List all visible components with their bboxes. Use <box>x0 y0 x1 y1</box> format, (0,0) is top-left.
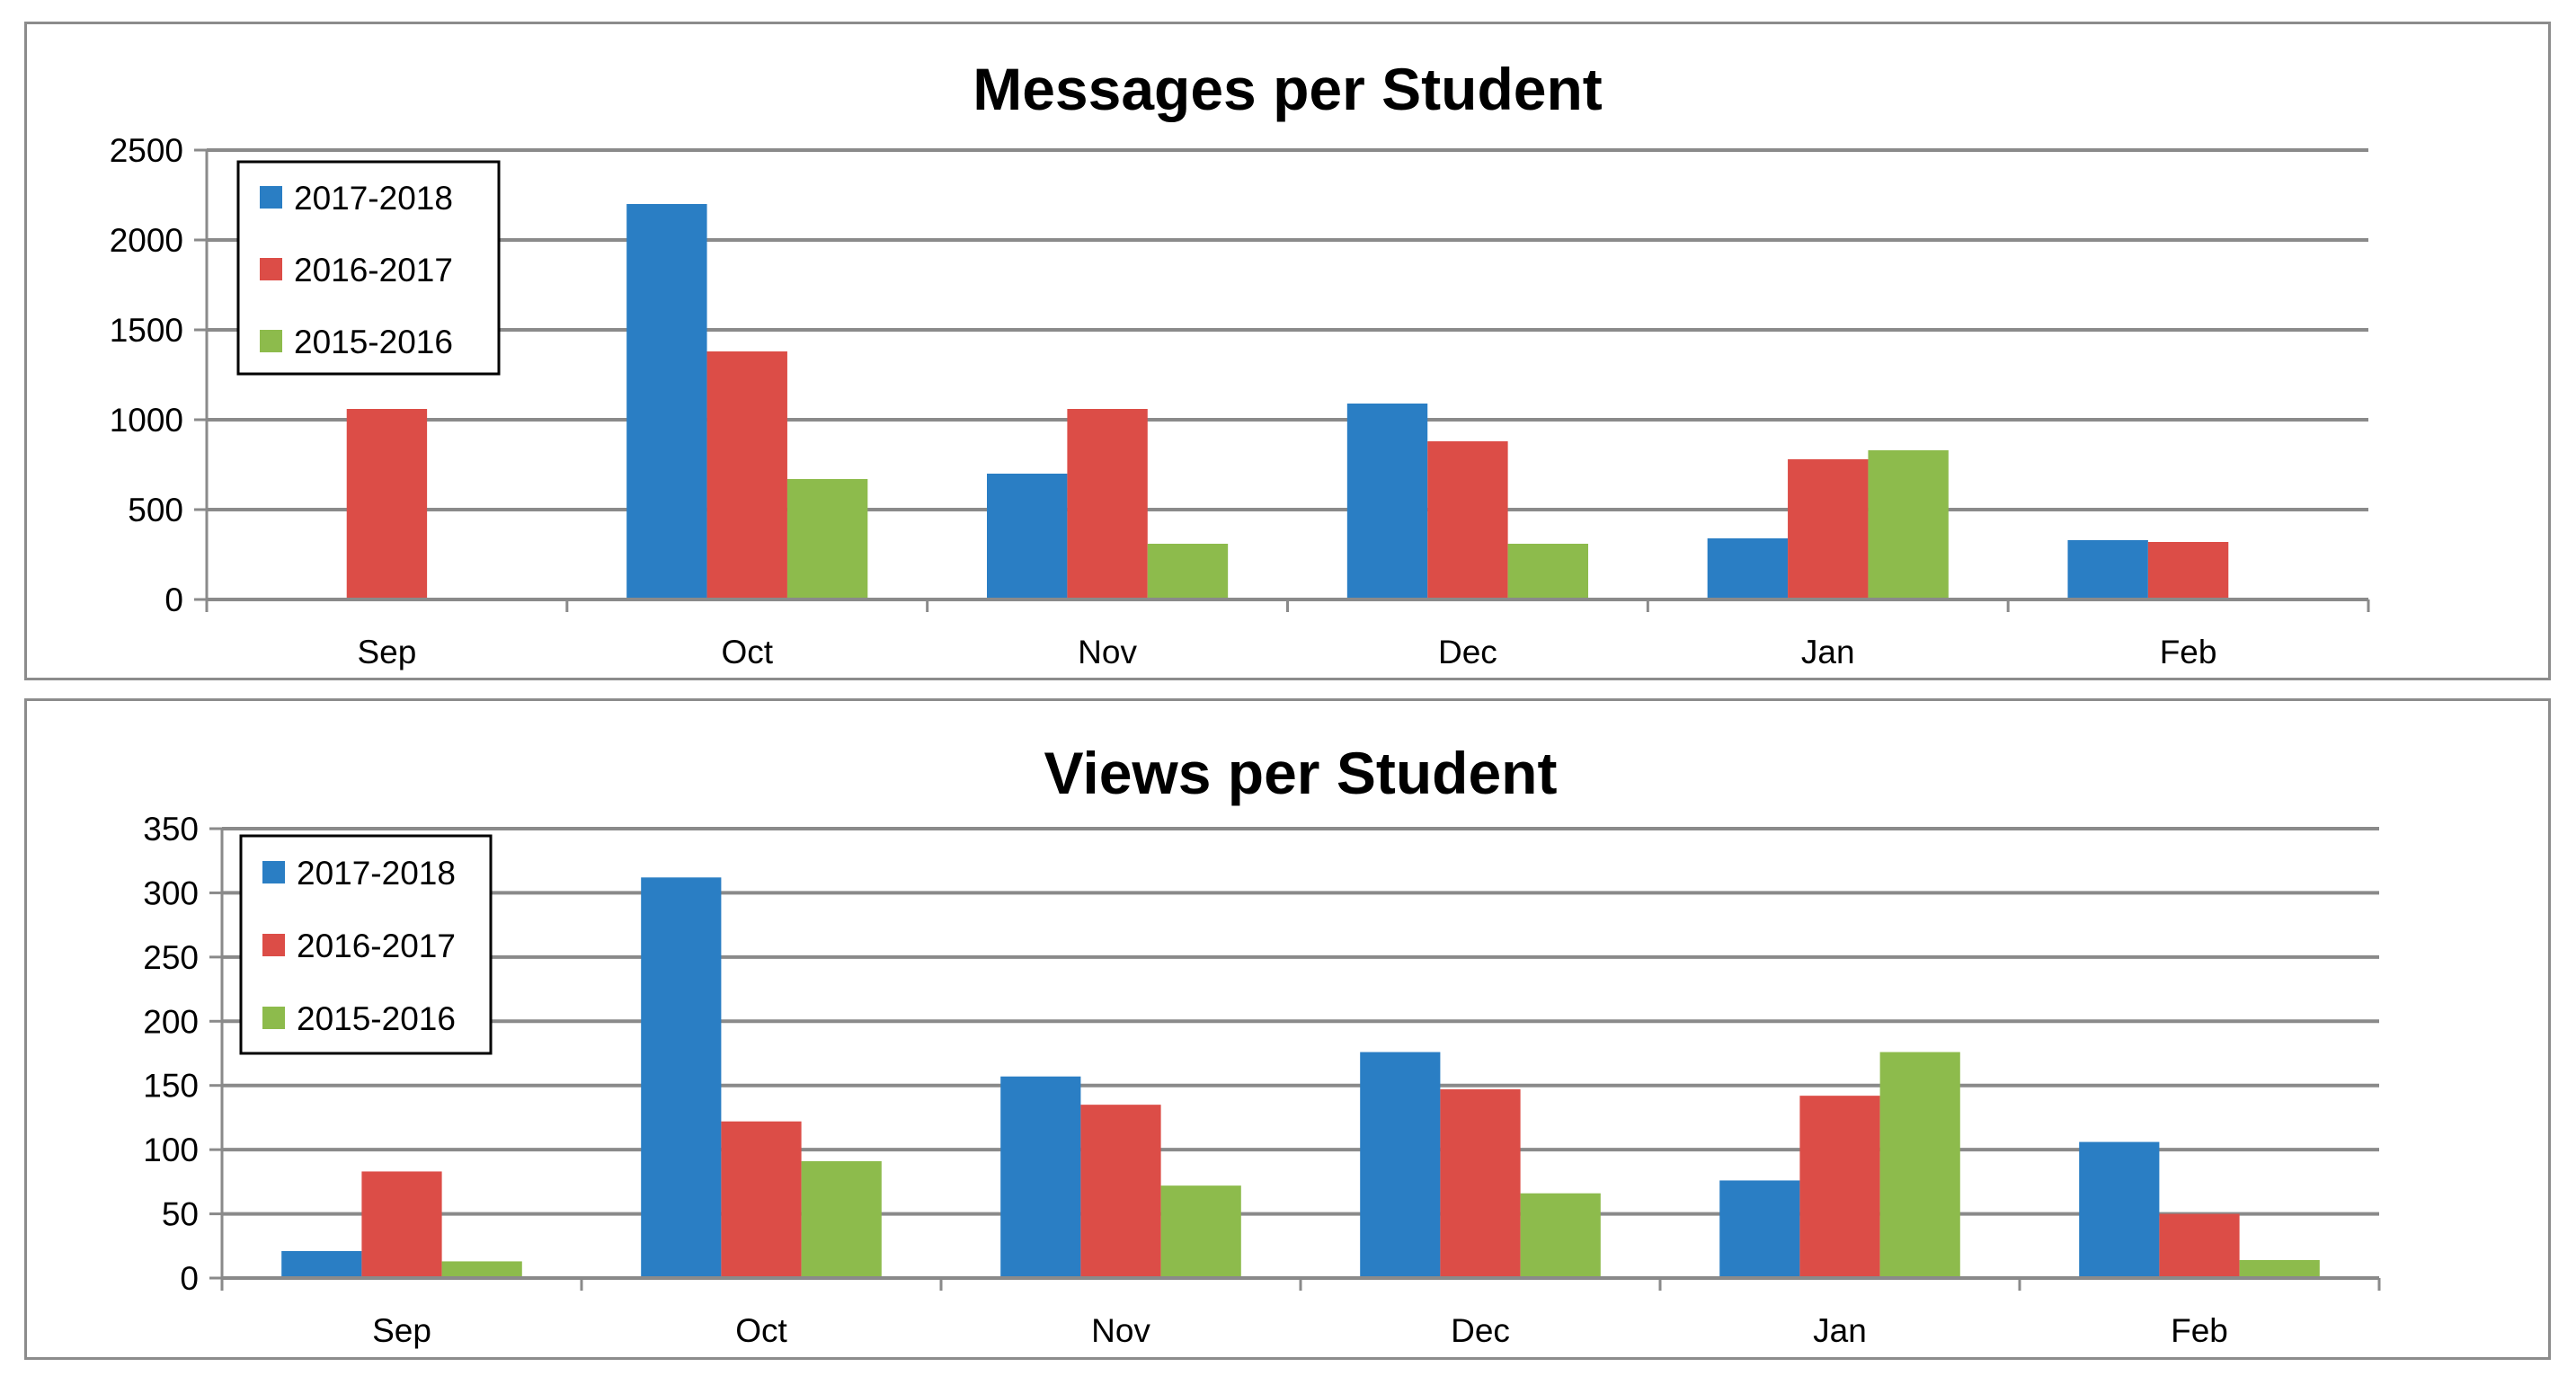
legend-swatch-2015-2016 <box>262 1007 285 1029</box>
chart-title: Messages per Student <box>973 56 1603 122</box>
y-tick-label: 50 <box>162 1196 199 1233</box>
y-tick-label: 0 <box>164 582 183 618</box>
bar-2016-2017-nov <box>1080 1105 1161 1278</box>
views-chart: Views per Student 0 50 100 150 200 250 300 350 Se… <box>143 740 2381 1349</box>
x-tick-label: Feb <box>2171 1312 2228 1349</box>
y-tick-label: 250 <box>143 939 199 976</box>
bar-2015-2016-feb <box>2239 1260 2320 1278</box>
bar-2016-2017-sep <box>346 409 428 599</box>
bar-2015-2016-dec <box>1507 544 1588 599</box>
y-tick-label: 1500 <box>110 312 183 349</box>
messages-chart-panel: Messages per Student 0 500 1000 1500 2000 2500… <box>24 22 2551 680</box>
bar-2017-2018-dec <box>1346 404 1428 599</box>
chart-title: Views per Student <box>1044 740 1558 806</box>
y-tick-label: 500 <box>128 492 183 528</box>
bar-2015-2016-dec <box>1520 1193 1601 1278</box>
legend-label: 2016-2017 <box>294 252 453 289</box>
bar-2016-2017-oct <box>721 1121 802 1278</box>
bar-2017-2018-feb <box>2079 1141 2160 1278</box>
y-tick-label: 100 <box>143 1132 199 1168</box>
bar-2016-2017-feb <box>2159 1213 2240 1278</box>
bar-2017-2018-oct <box>641 877 722 1278</box>
bar-2015-2016-oct <box>786 479 868 599</box>
y-tick-label: 2000 <box>110 222 183 259</box>
x-tick-label: Jan <box>1801 634 1855 670</box>
bar-2017-2018-nov <box>987 474 1068 599</box>
bar-2015-2016-sep <box>441 1261 522 1278</box>
bar-2016-2017-jan <box>1788 459 1869 599</box>
bar-2016-2017-feb <box>2147 542 2229 599</box>
legend-swatch-2016-2017 <box>260 258 282 280</box>
legend-label: 2017-2018 <box>294 180 453 217</box>
bar-2015-2016-jan <box>1879 1052 1960 1278</box>
legend-swatch-2015-2016 <box>260 330 282 352</box>
bar-2016-2017-dec <box>1427 441 1508 599</box>
bar-2017-2018-dec <box>1360 1052 1441 1278</box>
y-tick-label: 300 <box>143 875 199 911</box>
y-tick-label: 2500 <box>110 132 183 169</box>
bar-2016-2017-nov <box>1067 409 1148 599</box>
x-tick-label: Nov <box>1091 1312 1150 1349</box>
x-tick-label: Feb <box>2160 634 2217 670</box>
legend-swatch-2017-2018 <box>260 186 282 209</box>
bar-2016-2017-jan <box>1799 1096 1880 1278</box>
x-tick-label: Dec <box>1438 634 1497 670</box>
bar-2015-2016-nov <box>1160 1185 1241 1278</box>
bar-2017-2018-jan <box>1719 1180 1800 1278</box>
bar-2017-2018-feb <box>2067 540 2148 599</box>
x-tick-label: Jan <box>1813 1312 1867 1349</box>
bar-2016-2017-oct <box>706 351 787 599</box>
x-tick-label: Sep <box>357 634 416 670</box>
x-tick-label: Dec <box>1451 1312 1510 1349</box>
y-tick-label: 1000 <box>110 402 183 439</box>
x-tick-label: Oct <box>721 634 773 670</box>
bar-2016-2017-sep <box>361 1171 442 1278</box>
legend-label: 2017-2018 <box>297 855 456 892</box>
bar-2017-2018-sep <box>281 1251 362 1278</box>
y-tick-label: 200 <box>143 1003 199 1040</box>
bar-2015-2016-nov <box>1147 544 1229 599</box>
x-tick-label: Nov <box>1078 634 1137 670</box>
bar-2017-2018-jan <box>1707 538 1789 599</box>
legend-label: 2015-2016 <box>294 324 453 360</box>
bar-2017-2018-oct <box>626 204 707 599</box>
y-tick-label: 350 <box>143 811 199 848</box>
bar-2015-2016-oct <box>801 1161 882 1278</box>
x-tick-label: Oct <box>735 1312 787 1349</box>
bar-2016-2017-dec <box>1440 1089 1521 1278</box>
views-chart-panel: Views per Student 0 50 100 150 200 250 300 350 Se… <box>24 698 2551 1360</box>
legend-label: 2016-2017 <box>297 928 456 964</box>
x-tick-label: Sep <box>372 1312 431 1349</box>
messages-chart: Messages per Student 0 500 1000 1500 2000 2500… <box>110 56 2370 670</box>
legend-swatch-2016-2017 <box>262 934 285 956</box>
y-tick-label: 150 <box>143 1068 199 1105</box>
legend-label: 2015-2016 <box>297 1000 456 1037</box>
bar-2017-2018-nov <box>1000 1076 1081 1278</box>
bar-2015-2016-jan <box>1868 450 1949 599</box>
y-tick-label: 0 <box>180 1260 199 1297</box>
legend-swatch-2017-2018 <box>262 861 285 883</box>
